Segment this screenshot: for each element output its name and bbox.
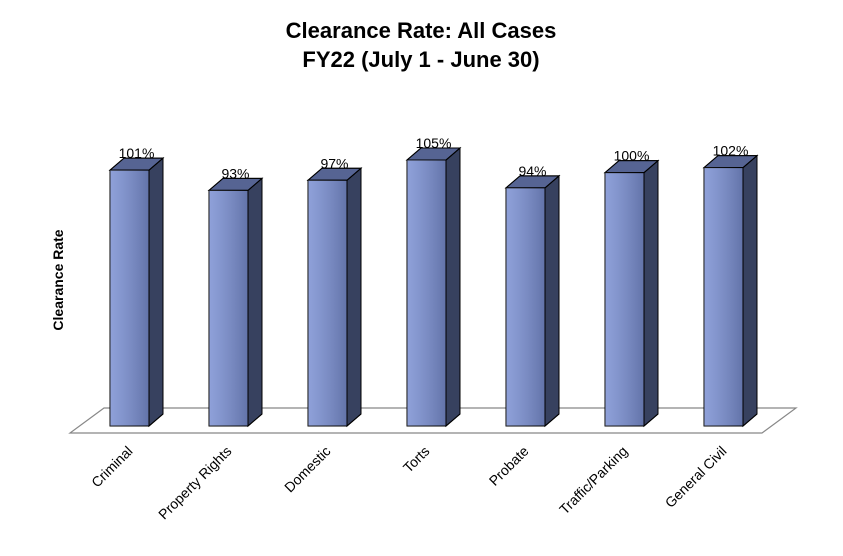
bar-sheen	[308, 180, 347, 426]
value-label: 93%	[221, 165, 249, 181]
x-tick-label: Criminal	[88, 443, 136, 491]
y-axis-label: Clearance Rate	[50, 229, 66, 330]
x-tick-label: Domestic	[281, 443, 334, 496]
chart-subtitle: FY22 (July 1 - June 30)	[302, 47, 539, 72]
bar-sheen	[506, 187, 545, 426]
bar-side-shade	[742, 154, 758, 428]
bar-side-shade	[544, 174, 560, 428]
bar-side-shade	[247, 177, 263, 428]
value-label: 97%	[320, 155, 348, 171]
bar-side-shade	[346, 167, 362, 428]
x-tick-label: Property Rights	[155, 443, 235, 523]
x-tick-label: Traffic/Parking	[556, 443, 631, 518]
value-label: 105%	[416, 135, 452, 151]
x-tick-label: Probate	[486, 443, 532, 489]
bar-sheen	[605, 172, 644, 426]
bar-sheen	[110, 170, 149, 426]
x-tick-label: General Civil	[662, 443, 730, 511]
value-label: 102%	[713, 143, 749, 159]
x-tick-label: Torts	[400, 443, 433, 476]
bar-sheen	[704, 167, 743, 426]
bar-sheen	[209, 190, 248, 426]
value-label: 94%	[518, 163, 546, 179]
bar-side-shade	[445, 146, 461, 428]
value-label: 101%	[119, 145, 155, 161]
chart-title: Clearance Rate: All Cases	[286, 18, 557, 43]
bar-sheen	[407, 160, 446, 426]
bar-side-shade	[643, 159, 659, 428]
value-label: 100%	[614, 148, 650, 164]
bar-side-shade	[148, 157, 164, 428]
